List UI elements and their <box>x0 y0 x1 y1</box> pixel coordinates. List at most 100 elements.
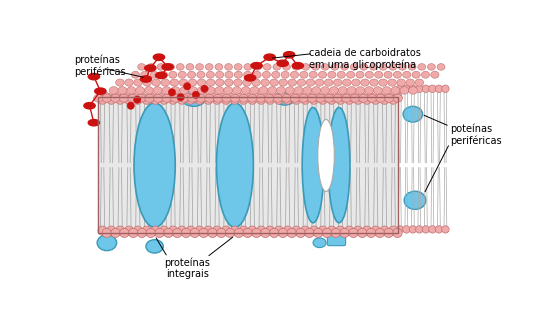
Ellipse shape <box>309 226 319 235</box>
Ellipse shape <box>427 64 435 70</box>
Ellipse shape <box>428 226 436 233</box>
Ellipse shape <box>353 226 363 235</box>
Circle shape <box>88 119 100 126</box>
Ellipse shape <box>385 94 394 102</box>
Ellipse shape <box>265 95 274 104</box>
Ellipse shape <box>127 102 134 109</box>
Ellipse shape <box>315 79 324 86</box>
Ellipse shape <box>196 94 206 102</box>
Ellipse shape <box>384 228 393 238</box>
Ellipse shape <box>340 64 348 70</box>
Ellipse shape <box>222 94 231 102</box>
Circle shape <box>264 54 276 60</box>
Ellipse shape <box>206 64 213 70</box>
Ellipse shape <box>195 226 204 235</box>
Text: cadeia de carboidratos
em uma glicoproteína: cadeia de carboidratos em uma glicoprote… <box>309 48 421 70</box>
Ellipse shape <box>376 94 385 102</box>
Ellipse shape <box>253 71 261 78</box>
Ellipse shape <box>152 79 161 86</box>
Ellipse shape <box>281 71 289 78</box>
Ellipse shape <box>252 79 260 86</box>
Ellipse shape <box>422 226 430 233</box>
Circle shape <box>84 103 95 109</box>
Circle shape <box>95 88 106 94</box>
Ellipse shape <box>178 71 186 78</box>
Ellipse shape <box>380 95 389 104</box>
Ellipse shape <box>256 95 266 104</box>
Ellipse shape <box>331 64 339 70</box>
Ellipse shape <box>146 240 164 253</box>
Ellipse shape <box>350 94 360 102</box>
Ellipse shape <box>248 95 257 104</box>
Ellipse shape <box>318 95 328 104</box>
Ellipse shape <box>365 71 374 78</box>
Ellipse shape <box>323 228 332 238</box>
Ellipse shape <box>137 93 147 102</box>
Ellipse shape <box>292 64 300 70</box>
Ellipse shape <box>296 93 305 102</box>
Ellipse shape <box>179 94 188 102</box>
Ellipse shape <box>442 226 449 233</box>
Ellipse shape <box>403 106 423 122</box>
Ellipse shape <box>217 93 226 102</box>
Ellipse shape <box>328 71 336 78</box>
Circle shape <box>283 52 295 58</box>
Ellipse shape <box>256 226 266 235</box>
Ellipse shape <box>358 228 367 238</box>
Ellipse shape <box>356 87 365 94</box>
Ellipse shape <box>102 93 111 102</box>
Ellipse shape <box>160 226 169 235</box>
Ellipse shape <box>379 64 387 70</box>
Ellipse shape <box>225 71 233 78</box>
Ellipse shape <box>134 103 175 227</box>
Ellipse shape <box>412 71 420 78</box>
Ellipse shape <box>292 95 301 104</box>
Ellipse shape <box>181 228 190 238</box>
FancyBboxPatch shape <box>328 234 346 246</box>
Ellipse shape <box>201 85 208 92</box>
Text: proteínas
periféricas: proteínas periféricas <box>74 55 126 77</box>
Ellipse shape <box>314 93 323 102</box>
Ellipse shape <box>225 64 232 70</box>
Ellipse shape <box>120 228 129 238</box>
Ellipse shape <box>208 228 217 238</box>
Ellipse shape <box>206 87 215 94</box>
Ellipse shape <box>297 79 306 86</box>
Ellipse shape <box>107 95 116 104</box>
Ellipse shape <box>142 226 151 235</box>
Ellipse shape <box>263 64 271 70</box>
Ellipse shape <box>375 93 385 102</box>
Ellipse shape <box>226 228 235 238</box>
Ellipse shape <box>172 93 182 102</box>
Ellipse shape <box>111 228 120 238</box>
Ellipse shape <box>199 93 208 102</box>
Ellipse shape <box>324 79 333 86</box>
Ellipse shape <box>261 79 269 86</box>
Ellipse shape <box>124 95 134 104</box>
Ellipse shape <box>302 64 310 70</box>
Ellipse shape <box>248 94 257 102</box>
Ellipse shape <box>234 79 242 86</box>
Ellipse shape <box>182 90 206 106</box>
Ellipse shape <box>205 94 214 102</box>
Ellipse shape <box>389 64 396 70</box>
Ellipse shape <box>319 71 326 78</box>
Ellipse shape <box>347 71 354 78</box>
Ellipse shape <box>292 226 301 235</box>
Ellipse shape <box>151 95 160 104</box>
Ellipse shape <box>356 71 364 78</box>
Ellipse shape <box>177 94 184 101</box>
Circle shape <box>162 64 173 70</box>
Ellipse shape <box>136 87 144 94</box>
Ellipse shape <box>342 94 351 102</box>
Ellipse shape <box>181 93 190 102</box>
Ellipse shape <box>367 94 377 102</box>
Ellipse shape <box>160 95 169 104</box>
Ellipse shape <box>331 93 340 102</box>
Ellipse shape <box>252 228 261 238</box>
Ellipse shape <box>170 79 179 86</box>
Ellipse shape <box>382 87 391 94</box>
Ellipse shape <box>244 64 252 70</box>
Ellipse shape <box>307 94 317 102</box>
Ellipse shape <box>167 64 175 70</box>
